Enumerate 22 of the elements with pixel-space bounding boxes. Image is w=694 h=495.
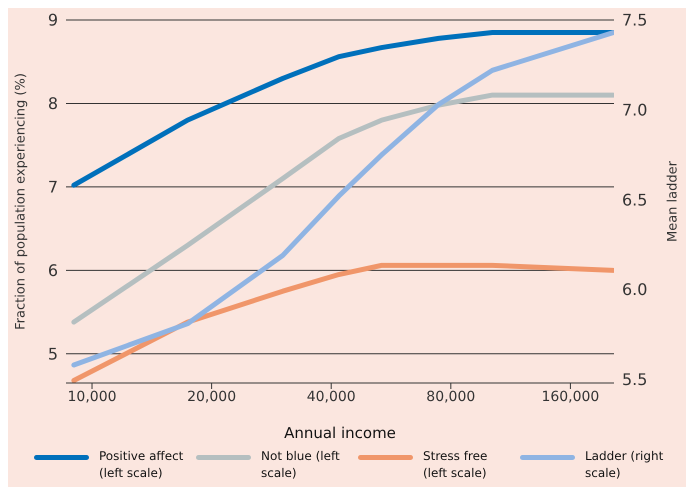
y2-tick-label: 7.5	[622, 10, 648, 30]
y-tick-label: 8	[48, 94, 58, 114]
y2-tick-label: 7.0	[622, 100, 648, 120]
legend-label: Not blue (left scale)	[261, 448, 341, 482]
y-tick-label: 9	[48, 10, 58, 30]
legend-label: Stress free (left scale)	[423, 448, 488, 482]
y2-tick-label: 6.0	[622, 280, 648, 300]
x-tick-label: 40,000	[306, 388, 356, 405]
legend-label: Ladder (right scale)	[585, 448, 664, 482]
y2-axis-title: Mean ladder	[666, 160, 681, 242]
x-axis-title: Annual income	[284, 424, 396, 442]
x-tick-label: 20,000	[187, 388, 236, 405]
legend-label: Positive affect (left scale)	[99, 448, 184, 482]
y-tick-label: 5	[48, 344, 58, 364]
y-axis-title: Fraction of population experiencing (%)	[14, 73, 29, 330]
y2-tick-label: 5.5	[622, 370, 648, 390]
y-tick-label: 7	[48, 178, 58, 197]
x-tick-label: 10,000	[68, 388, 117, 405]
y2-tick-label: 6.5	[622, 190, 648, 210]
y-tick-label: 6	[48, 261, 58, 280]
x-tick-label: 80,000	[426, 388, 476, 405]
x-tick-label: 160,000	[541, 388, 600, 405]
